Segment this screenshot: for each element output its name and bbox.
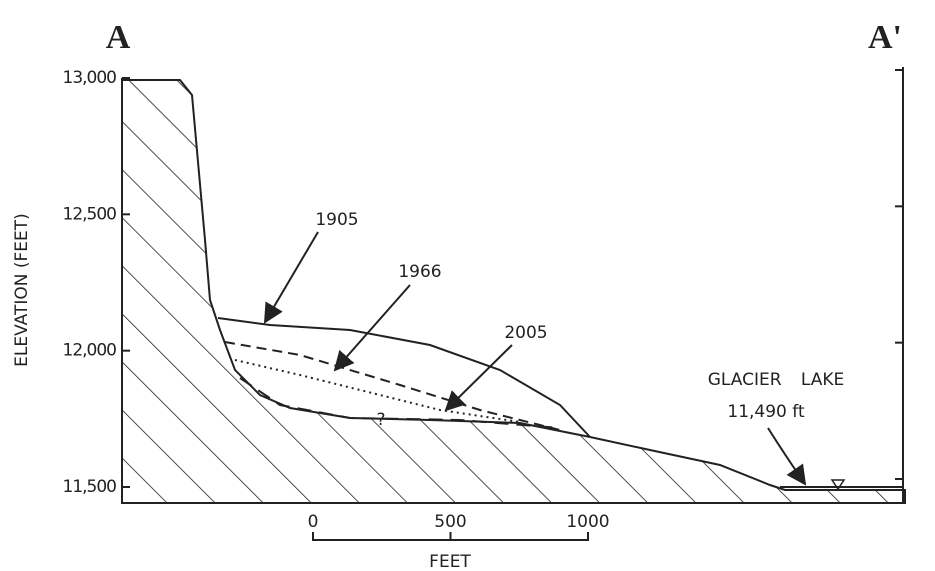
profile-label: 2005 xyxy=(504,323,547,343)
scale-unit: FEET xyxy=(429,552,471,571)
cross-section: A A' ELEVATION (FEET) 1905 1966 2005 ? G… xyxy=(0,0,935,571)
arrow xyxy=(335,285,410,370)
scale-tick-label: 500 xyxy=(434,512,466,532)
bedrock xyxy=(122,80,905,503)
lake-name: GLACIER LAKE xyxy=(708,370,845,390)
y-axis-label: ELEVATION (FEET) xyxy=(12,213,32,367)
section-end: A' xyxy=(868,19,902,56)
arrow xyxy=(265,232,318,322)
y-tick-label: 12,000 xyxy=(63,341,117,361)
profile-label: 1966 xyxy=(398,262,441,282)
y-tick-label: 12,500 xyxy=(63,204,117,224)
y-tick-label: 11,500 xyxy=(63,477,117,497)
profile-label: 1905 xyxy=(315,210,358,230)
scale-tick-label: 0 xyxy=(308,512,319,532)
arrow xyxy=(768,428,805,484)
lake-elevation: 11,490 ft xyxy=(727,402,805,422)
uncertain-marker: ? xyxy=(376,410,385,430)
scale-tick-label: 1000 xyxy=(566,512,609,532)
section-start: A xyxy=(106,19,131,56)
y-tick-label: 13,000 xyxy=(63,68,117,88)
